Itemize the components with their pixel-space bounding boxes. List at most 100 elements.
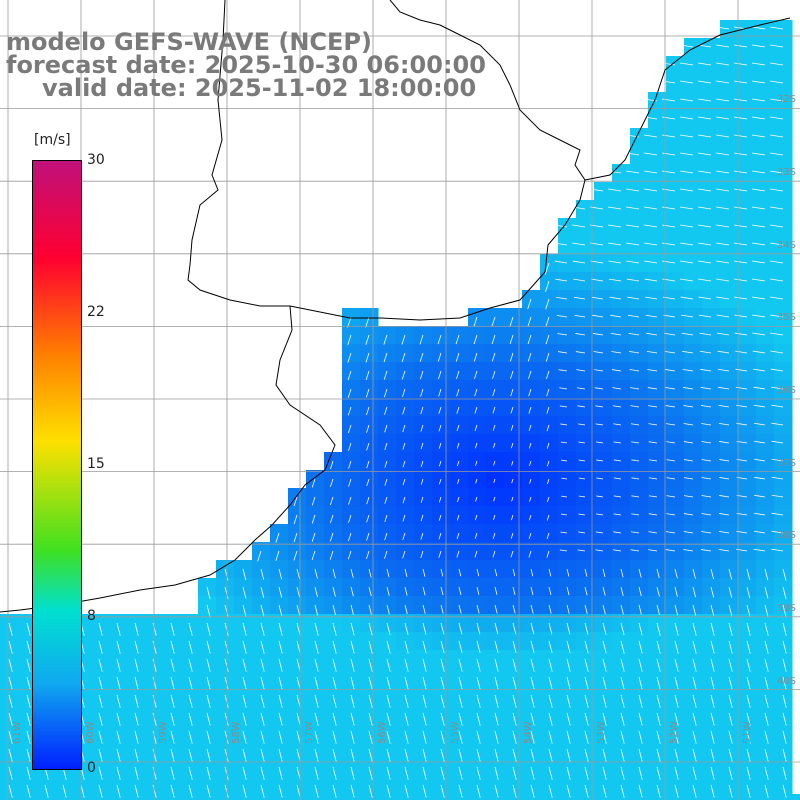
wind-arrow	[492, 514, 496, 521]
wind-arrow	[493, 460, 496, 466]
wind-cell	[684, 470, 703, 489]
wind-cell	[90, 794, 109, 800]
wind-arrow	[728, 766, 733, 780]
wind-arrow	[596, 477, 604, 480]
wind-cell	[594, 488, 613, 507]
wind-cell	[738, 182, 757, 201]
wind-arrow	[698, 62, 712, 66]
wind-arrow	[656, 784, 661, 798]
wind-arrow	[674, 784, 679, 798]
wind-cell	[666, 92, 685, 111]
wind-cell	[720, 524, 739, 543]
wind-arrow	[608, 170, 622, 174]
wind-arrow	[476, 712, 481, 726]
wind-cell	[666, 794, 685, 800]
wind-arrow	[662, 260, 676, 264]
wind-cell	[594, 218, 613, 237]
wind-cell	[648, 128, 667, 147]
wind-arrow	[402, 496, 406, 504]
wind-arrow	[701, 441, 712, 444]
wind-arrow	[278, 640, 283, 654]
wind-arrow	[404, 568, 408, 577]
wind-arrow	[577, 405, 586, 408]
wind-arrow	[278, 658, 283, 672]
wind-cell	[738, 344, 757, 363]
wind-arrow	[680, 44, 694, 48]
wind-arrow	[680, 62, 694, 66]
wind-arrow	[530, 676, 535, 690]
wind-arrow	[366, 424, 370, 433]
wind-cell	[684, 74, 703, 93]
wind-arrow	[710, 676, 715, 690]
wind-arrow	[620, 568, 624, 578]
wind-arrow	[613, 495, 622, 498]
wind-arrow	[512, 748, 517, 762]
wind-arrow	[716, 134, 730, 138]
wind-arrow	[492, 532, 496, 539]
wind-cell	[558, 290, 577, 309]
wind-arrow	[437, 352, 442, 362]
wind-arrow	[626, 188, 640, 192]
wind-cell	[702, 524, 721, 543]
wind-arrow	[404, 604, 408, 615]
wind-arrow	[692, 622, 697, 636]
wind-arrow	[170, 730, 175, 744]
wind-cell	[576, 218, 595, 237]
wind-arrow	[734, 260, 748, 264]
wind-arrow	[383, 388, 388, 398]
wind-cell	[576, 290, 595, 309]
wind-arrow	[666, 423, 676, 426]
wind-arrow	[716, 98, 730, 102]
wind-cell	[738, 794, 757, 800]
wind-arrow	[573, 296, 586, 300]
wind-cell	[774, 290, 793, 309]
wind-arrow	[734, 152, 748, 156]
wind-arrow	[456, 514, 460, 521]
wind-cell	[720, 542, 739, 561]
wind-arrow	[420, 478, 424, 485]
wind-arrow	[494, 748, 499, 762]
wind-arrow	[782, 694, 787, 708]
wind-cell	[630, 326, 649, 345]
wind-arrow	[8, 694, 13, 708]
wind-arrow	[620, 676, 625, 690]
wind-cell	[684, 794, 703, 800]
wind-cell	[432, 794, 451, 800]
wind-arrow	[98, 694, 103, 708]
wind-cell	[576, 524, 595, 543]
wind-arrow	[528, 388, 532, 397]
wind-arrow	[701, 423, 712, 426]
wind-arrow	[293, 496, 298, 506]
wind-cell	[594, 200, 613, 219]
wind-arrow	[402, 406, 406, 415]
wind-arrow	[348, 424, 352, 434]
wind-cell	[756, 542, 775, 561]
wind-arrow	[710, 568, 714, 580]
wind-cell	[756, 92, 775, 111]
wind-arrow	[8, 622, 13, 636]
wind-arrow	[698, 260, 712, 264]
wind-arrow	[350, 712, 355, 726]
wind-arrow	[566, 640, 571, 654]
wind-arrow	[438, 496, 442, 503]
wind-arrow	[419, 370, 424, 380]
wind-arrow	[404, 694, 409, 708]
wind-arrow	[746, 568, 751, 580]
wind-arrow	[770, 314, 784, 318]
wind-arrow	[566, 784, 571, 798]
wind-arrow	[188, 622, 193, 636]
wind-cell	[630, 416, 649, 435]
wind-cell	[612, 272, 631, 291]
wind-arrow	[420, 460, 424, 467]
wind-arrow	[752, 350, 766, 354]
wind-cell	[162, 794, 181, 800]
wind-arrow	[494, 568, 498, 577]
wind-arrow	[680, 170, 694, 174]
wind-arrow	[548, 784, 553, 798]
wind-arrow	[656, 730, 661, 744]
wind-arrow	[734, 188, 748, 192]
wind-arrow	[692, 658, 697, 672]
wind-arrow	[347, 388, 352, 398]
wind-cell	[648, 254, 667, 273]
wind-arrow	[734, 80, 748, 84]
